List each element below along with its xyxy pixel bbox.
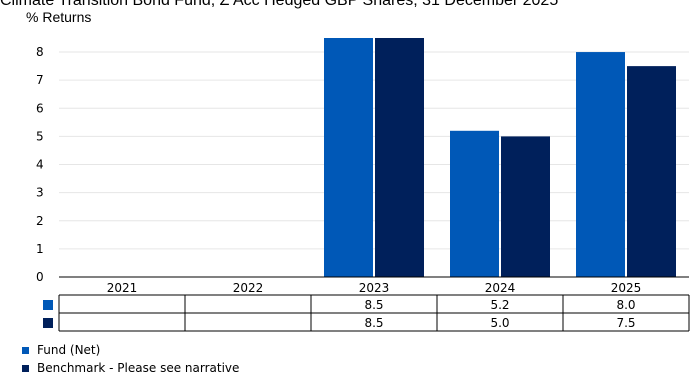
x-tick-label: 2021: [107, 281, 138, 295]
table-cell-value: 7.5: [616, 316, 635, 330]
legend-label-benchmark: Benchmark - Please see narrative: [37, 361, 240, 375]
y-tick-label: 0: [36, 270, 44, 284]
legend-label-fund: Fund (Net): [37, 343, 101, 357]
y-tick-label: 4: [36, 158, 44, 172]
y-tick-label: 8: [36, 45, 44, 59]
y-tick-label: 1: [36, 242, 44, 256]
legend-swatch-benchmark: [22, 364, 29, 372]
bar-benchmark: [501, 136, 550, 277]
y-tick-label: 3: [36, 186, 44, 200]
y-axis-label: % Returns: [26, 9, 92, 25]
table-cell-value: 8.5: [364, 298, 383, 312]
x-tick-label: 2023: [359, 281, 390, 295]
bar-benchmark: [627, 66, 676, 277]
table-cell-value: 5.0: [490, 316, 509, 330]
table-swatch-fund: [43, 300, 53, 310]
table-cell-value: 5.2: [490, 298, 509, 312]
bar-fund: [324, 38, 373, 277]
table-cell-value: 8.0: [616, 298, 635, 312]
legend-swatch-fund: [22, 346, 29, 354]
x-tick-label: 2024: [485, 281, 516, 295]
legend-item-benchmark: Benchmark - Please see narrative: [22, 359, 239, 377]
bar-fund: [576, 52, 625, 277]
table-cell-value: 8.5: [364, 316, 383, 330]
bar-benchmark: [375, 38, 424, 277]
chart-title: Climate Transition Bond Fund, Z Acc Hedg…: [0, 0, 559, 9]
y-tick-label: 2: [36, 214, 44, 228]
x-tick-label: 2022: [233, 281, 264, 295]
y-tick-label: 5: [36, 129, 44, 143]
chart-legend: Fund (Net) Benchmark - Please see narrat…: [22, 341, 239, 377]
bar-fund: [450, 130, 499, 277]
y-tick-label: 7: [36, 73, 44, 87]
legend-item-fund: Fund (Net): [22, 341, 239, 359]
table-swatch-benchmark: [43, 318, 53, 328]
y-tick-label: 6: [36, 101, 44, 115]
bar-chart: 0 1 2 3 4 5 6 7 8 2021 2022 2023 2024 2025 8.5 5.2 8.0 8.…: [36, 38, 690, 332]
x-tick-label: 2025: [611, 281, 642, 295]
